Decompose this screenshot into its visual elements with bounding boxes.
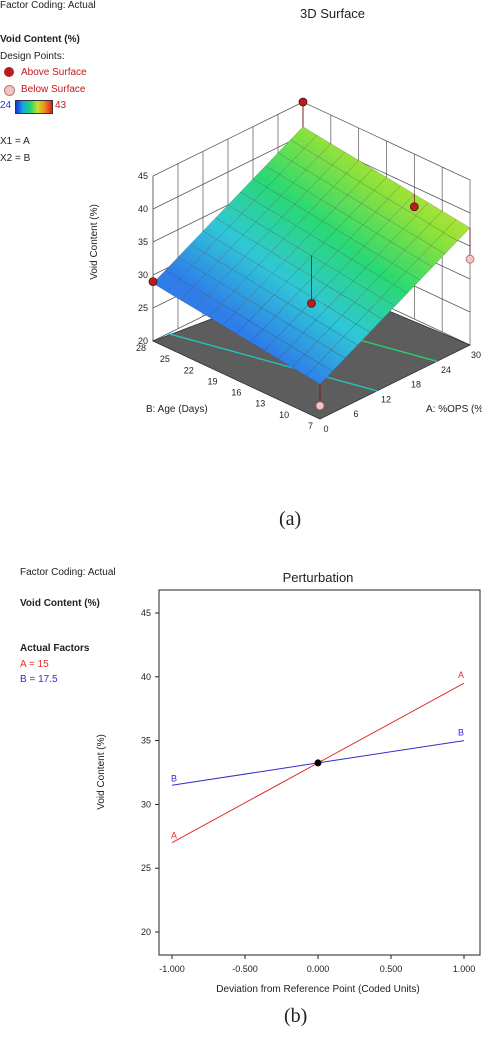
y-tick-label: 40 bbox=[141, 672, 151, 682]
series-start-label: A bbox=[171, 831, 177, 841]
actual-factor-a: A = 15 bbox=[20, 659, 49, 670]
b-tick-label: 16 bbox=[231, 388, 241, 398]
y-tick-label: 45 bbox=[141, 608, 151, 618]
factor-map-x1: X1 = A bbox=[0, 136, 30, 147]
a-tick-label: 30 bbox=[471, 350, 481, 360]
a-tick-label: 0 bbox=[323, 424, 328, 434]
series-start-label: B bbox=[171, 773, 177, 783]
surface-chart: 20 25 30 35 40 45 0 6 12 18 24 30 7 10 13 16 19 22 25 28 Voi… bbox=[89, 97, 482, 434]
b-tick-label: 13 bbox=[255, 399, 265, 409]
actual-factor-b: B = 17.5 bbox=[20, 674, 58, 685]
perturbation-ticks: 20 25 30 35 40 45 -1.000 -0.500 0.000 0.500 1.000 bbox=[141, 608, 475, 974]
factor-map-x2: X2 = B bbox=[0, 153, 31, 164]
color-scale-max: 43 bbox=[55, 100, 67, 111]
y-tick-label: 25 bbox=[141, 863, 151, 873]
design-points bbox=[148, 97, 475, 411]
z-tick-label: 25 bbox=[138, 303, 148, 313]
actual-factors-label: Actual Factors bbox=[20, 643, 90, 654]
reference-point bbox=[314, 759, 322, 767]
response-label-a: Void Content (%) bbox=[0, 34, 80, 45]
perturbation-title: Perturbation bbox=[283, 570, 354, 585]
color-scale-bar bbox=[15, 100, 53, 114]
b-tick-label: 10 bbox=[279, 410, 289, 420]
caption-b: (b) bbox=[284, 1005, 308, 1027]
z-tick-label: 35 bbox=[138, 237, 148, 247]
contour-line bbox=[167, 332, 378, 392]
z-tick-label: 45 bbox=[138, 171, 148, 181]
above-surface-dot-icon bbox=[4, 67, 14, 77]
design-point-above bbox=[307, 298, 316, 308]
z-tick-label: 20 bbox=[138, 336, 148, 346]
series-end-label: A bbox=[458, 670, 464, 680]
x-tick-label: 0.500 bbox=[380, 964, 403, 974]
design-points-label: Design Points: bbox=[0, 51, 65, 62]
a-tick-label: 6 bbox=[353, 409, 358, 419]
below-surface-dot-icon bbox=[4, 85, 15, 96]
surface-chart-title: 3D Surface bbox=[300, 6, 366, 21]
response-surface bbox=[152, 126, 471, 385]
y-axis-label: Void Content (%) bbox=[96, 734, 107, 810]
x-tick-label: -1.000 bbox=[159, 964, 185, 974]
x-tick-label: 1.000 bbox=[453, 964, 476, 974]
x-axis-label: Deviation from Reference Point (Coded Un… bbox=[216, 984, 419, 995]
surface-axis-labels: 20 25 30 35 40 45 0 6 12 18 24 30 7 10 13 16 19 22 25 28 Voi… bbox=[89, 171, 482, 434]
above-surface-label: Above Surface bbox=[21, 67, 87, 78]
color-scale-min: 24 bbox=[0, 100, 12, 111]
b-axis-title: B: Age (Days) bbox=[146, 404, 208, 415]
x-tick-label: -0.500 bbox=[232, 964, 258, 974]
design-point-above bbox=[298, 97, 308, 107]
design-point-above bbox=[148, 277, 158, 287]
design-point-above bbox=[409, 202, 419, 212]
below-surface-label: Below Surface bbox=[21, 84, 86, 95]
b-tick-label: 7 bbox=[308, 421, 313, 431]
z-tick-label: 40 bbox=[138, 204, 148, 214]
a-tick-label: 12 bbox=[381, 394, 391, 404]
surface-cell bbox=[290, 126, 318, 149]
y-tick-label: 30 bbox=[141, 799, 151, 809]
caption-a: (a) bbox=[279, 508, 302, 530]
z-tick-label: 30 bbox=[138, 270, 148, 280]
perturbation-lines: A A B B bbox=[171, 670, 465, 844]
plot-frame bbox=[158, 589, 481, 956]
b-tick-label: 19 bbox=[208, 376, 218, 386]
a-tick-label: 24 bbox=[441, 365, 451, 375]
x-tick-label: 0.000 bbox=[307, 964, 330, 974]
design-point-below bbox=[315, 401, 325, 411]
a-axis-title: A: %OPS (%) bbox=[426, 404, 482, 415]
series-end-label: B bbox=[458, 728, 464, 738]
factor-coding-b: Factor Coding: Actual bbox=[20, 567, 116, 578]
y-tick-label: 20 bbox=[141, 927, 151, 937]
y-tick-label: 35 bbox=[141, 736, 151, 746]
z-axis-title: Void Content (%) bbox=[89, 204, 100, 280]
response-label-b: Void Content (%) bbox=[20, 598, 100, 609]
b-tick-label: 28 bbox=[136, 343, 146, 353]
a-tick-label: 18 bbox=[411, 380, 421, 390]
b-tick-label: 22 bbox=[184, 365, 194, 375]
b-tick-label: 25 bbox=[160, 354, 170, 364]
factor-coding-a: Factor Coding: Actual bbox=[0, 0, 96, 11]
design-point-below bbox=[465, 254, 475, 264]
perturbation-chart: Perturbation 20 25 30 35 40 45 -1.000 -0.500 0.0… bbox=[96, 570, 481, 995]
